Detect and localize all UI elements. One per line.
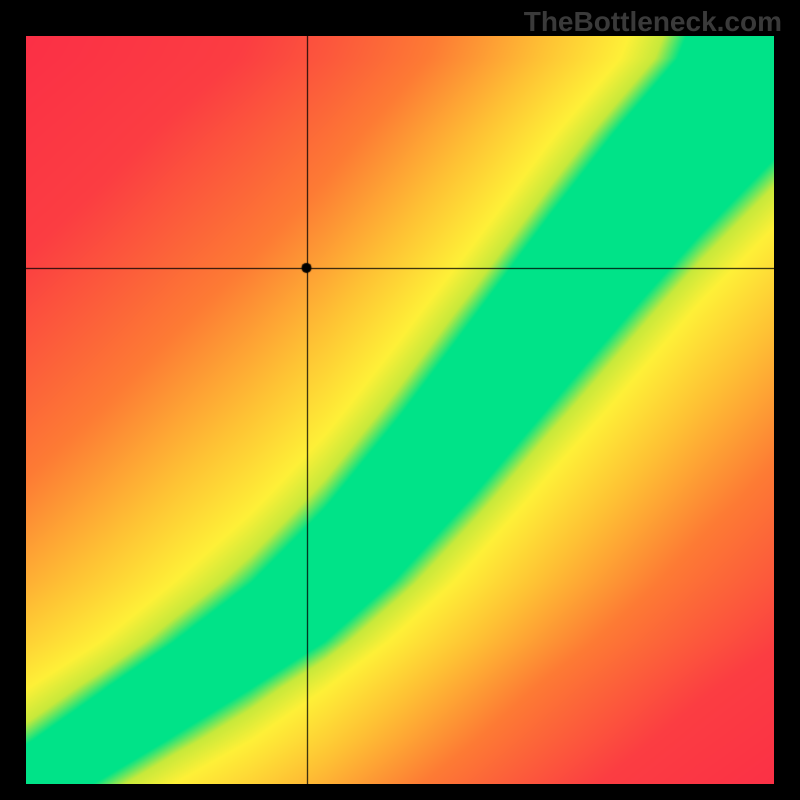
chart-container: TheBottleneck.com bbox=[0, 0, 800, 800]
watermark-text: TheBottleneck.com bbox=[524, 6, 782, 38]
bottleneck-heatmap bbox=[26, 36, 774, 784]
